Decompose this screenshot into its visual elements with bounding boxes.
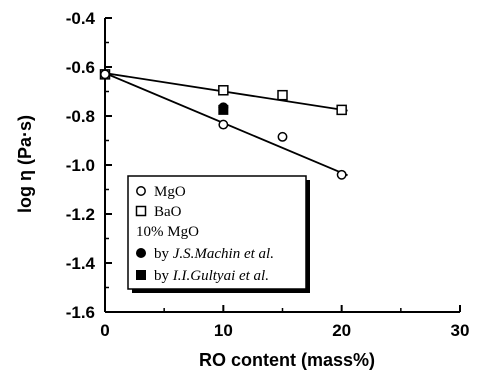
x-tick-label: 20 [332,321,351,340]
data-point [100,69,110,80]
data-point [218,85,229,96]
data-point [218,102,229,113]
legend-label: 10% MgO [136,224,199,240]
y-tick-label: -1.6 [66,303,95,322]
legend-label-author: J.S.Machin et al. [173,246,274,262]
data-point [336,104,347,116]
data-point [336,169,347,180]
y-axis-title: log η (Pa·s) [15,115,35,213]
data-point [277,89,288,101]
legend-label-author: I.I.Gultyai et al. [172,268,269,284]
y-tick-label: -0.6 [66,58,95,77]
axes: 0 10 20 30 -0.4 -0.6 -0.8 -1.0 -1.2 -1.4 -1.6 [66,9,470,340]
legend-marker [135,205,147,217]
y-tick-label: -1.0 [66,156,95,175]
legend-label: MgO [154,184,186,200]
legend-label-prefix: by [154,268,173,284]
x-axis-title: RO content (mass%) [199,350,375,370]
y-tick-label: -0.4 [66,9,96,28]
data-point [218,119,229,130]
data-points [99,69,347,180]
legend-marker [136,186,146,196]
data-point [277,131,288,142]
legend-marker [136,270,146,280]
x-tick-label: 30 [451,321,470,340]
y-tick-label: -0.8 [66,107,95,126]
legend-box [127,175,307,290]
legend-label: by J.S.Machin et al. [154,246,274,262]
x-tick-label: 0 [100,321,109,340]
legend-label: by I.I.Gultyai et al. [154,268,269,284]
legend-label-prefix: by [154,246,173,262]
x-tick-label: 10 [214,321,233,340]
legend-marker [136,248,146,258]
y-tick-label: -1.4 [66,254,96,273]
legend-label: BaO [154,204,182,220]
y-tick-label: -1.2 [66,205,95,224]
